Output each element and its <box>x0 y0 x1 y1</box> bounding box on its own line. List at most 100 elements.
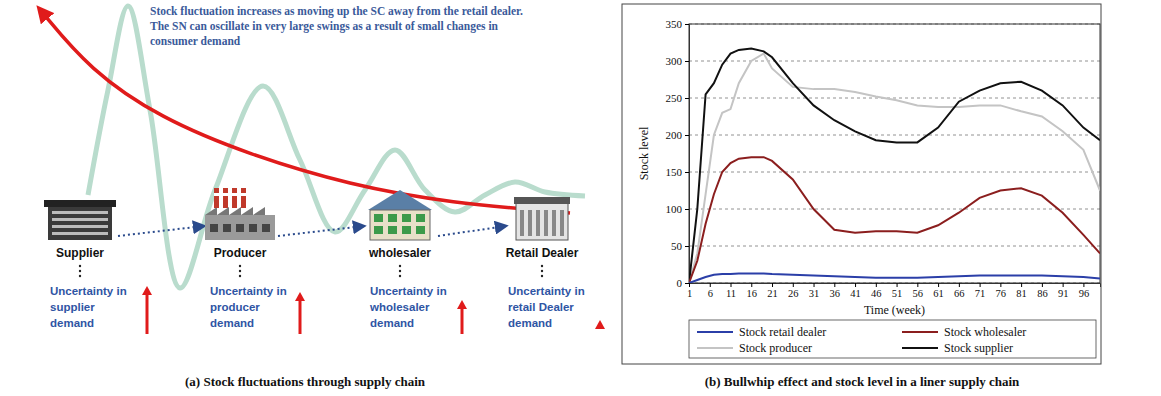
x-tick: 51 <box>892 283 903 299</box>
legend-swatch <box>697 347 733 349</box>
x-tick: 96 <box>1079 283 1090 299</box>
icon-part <box>223 193 228 196</box>
node: ProducerUncertainty inproducerdemand <box>205 188 364 334</box>
icon-part <box>210 224 218 232</box>
uncertainty-arrowhead <box>457 300 467 309</box>
uncertainty-label: demand <box>210 317 254 329</box>
y-axis-line <box>685 25 690 284</box>
diagram-panel: Stock fluctuation increases as moving up… <box>42 5 605 389</box>
icon-part <box>416 214 425 222</box>
uncertainty-label: supplier <box>50 301 95 313</box>
legend-box <box>689 320 1096 358</box>
dots <box>239 265 241 267</box>
x-tick-mark <box>1042 283 1043 287</box>
y-tick-mark <box>685 135 689 136</box>
x-tick-mark <box>772 283 773 287</box>
x-tick-mark <box>751 283 752 287</box>
dots <box>399 265 401 267</box>
legend-label: Stock producer <box>739 341 812 355</box>
caption: (a) Stock fluctuations through supply ch… <box>185 374 426 389</box>
icon-part <box>552 210 556 236</box>
uncertainty-arrow <box>461 306 464 334</box>
figure: Stock fluctuation increases as moving up… <box>0 0 1161 396</box>
grid-line <box>689 209 1100 210</box>
x-tick-label: 61 <box>933 288 944 299</box>
icon-part <box>388 214 397 222</box>
grid-line <box>689 135 1100 136</box>
legend-swatch <box>902 331 938 333</box>
x-tick-mark <box>1000 283 1001 287</box>
uncertainty-label: demand <box>50 317 94 329</box>
flow-arrow <box>278 226 364 236</box>
x-tick-label: 66 <box>954 288 965 299</box>
x-tick-label: 51 <box>892 288 903 299</box>
dots <box>79 275 81 277</box>
icon-part <box>249 224 257 232</box>
icon-part <box>205 207 265 215</box>
flow-arrow <box>118 226 204 236</box>
x-tick: 91 <box>1058 283 1069 299</box>
x-tick: 81 <box>1016 283 1027 299</box>
x-tick-label: 11 <box>726 288 736 299</box>
icon-part <box>262 224 270 232</box>
icon-part <box>52 232 108 235</box>
icon-part <box>536 210 540 236</box>
y-tick-mark <box>685 24 689 25</box>
y-tick: 300 <box>666 55 690 67</box>
uncertainty-arrowhead <box>142 286 152 295</box>
x-tick-label: 56 <box>913 288 924 299</box>
y-tick: 200 <box>666 129 690 141</box>
uncertainty-label: Uncertainty in <box>210 285 287 297</box>
x-tick: 31 <box>809 283 820 299</box>
uncertainty-label: Uncertainty in <box>370 285 447 297</box>
x-tick-label: 76 <box>996 288 1007 299</box>
dots <box>239 275 241 277</box>
legend-swatch <box>697 331 733 333</box>
x-tick: 41 <box>850 283 861 299</box>
legend-label: Stock supplier <box>944 341 1013 355</box>
node-label: Producer <box>214 246 267 260</box>
icon-part <box>402 226 411 234</box>
x-tick-label: 71 <box>975 288 986 299</box>
uncertainty-arrowhead <box>595 320 605 329</box>
x-tick-mark <box>959 283 960 287</box>
y-tick: 350 <box>666 18 690 30</box>
x-axis-line <box>690 284 1101 288</box>
y-tick-mark <box>685 246 689 247</box>
icon-part <box>374 226 383 234</box>
node-label: wholesaler <box>368 246 431 260</box>
uncertainty-arrow <box>146 292 149 334</box>
x-tick-label: 96 <box>1079 288 1090 299</box>
x-tick: 76 <box>996 283 1007 299</box>
uncertainty-label: wholesaler <box>369 301 430 313</box>
legend-swatch <box>902 347 938 349</box>
x-tick: 86 <box>1037 283 1048 299</box>
x-tick-mark <box>731 283 732 287</box>
y-tick-mark <box>685 98 689 99</box>
dots <box>541 265 543 267</box>
x-tick: 46 <box>871 283 882 299</box>
icon-part <box>374 214 383 222</box>
series-lines <box>689 48 1100 283</box>
y-tick-mark <box>685 283 689 284</box>
y-tick: 50 <box>671 240 689 252</box>
icon-part <box>368 190 432 210</box>
icon-part <box>223 224 231 232</box>
uncertainty-label: demand <box>508 317 552 329</box>
x-tick-mark <box>814 283 815 287</box>
dots <box>399 275 401 277</box>
dots <box>79 270 81 272</box>
x-tick: 6 <box>708 283 713 299</box>
icon-part <box>52 218 108 221</box>
plot-frame <box>689 24 1100 283</box>
grid-line <box>689 246 1100 247</box>
icon-part <box>560 210 564 236</box>
y-tick-label: 350 <box>666 18 683 30</box>
icon-part <box>214 188 219 208</box>
node: Retail DealerUncertainty inretail Dealer… <box>506 197 605 329</box>
icon-part <box>52 225 108 228</box>
x-tick-label: 16 <box>747 288 758 299</box>
x-tick-mark <box>855 283 856 287</box>
x-tick-label: 26 <box>788 288 799 299</box>
uncertainty-label: Uncertainty in <box>508 285 585 297</box>
